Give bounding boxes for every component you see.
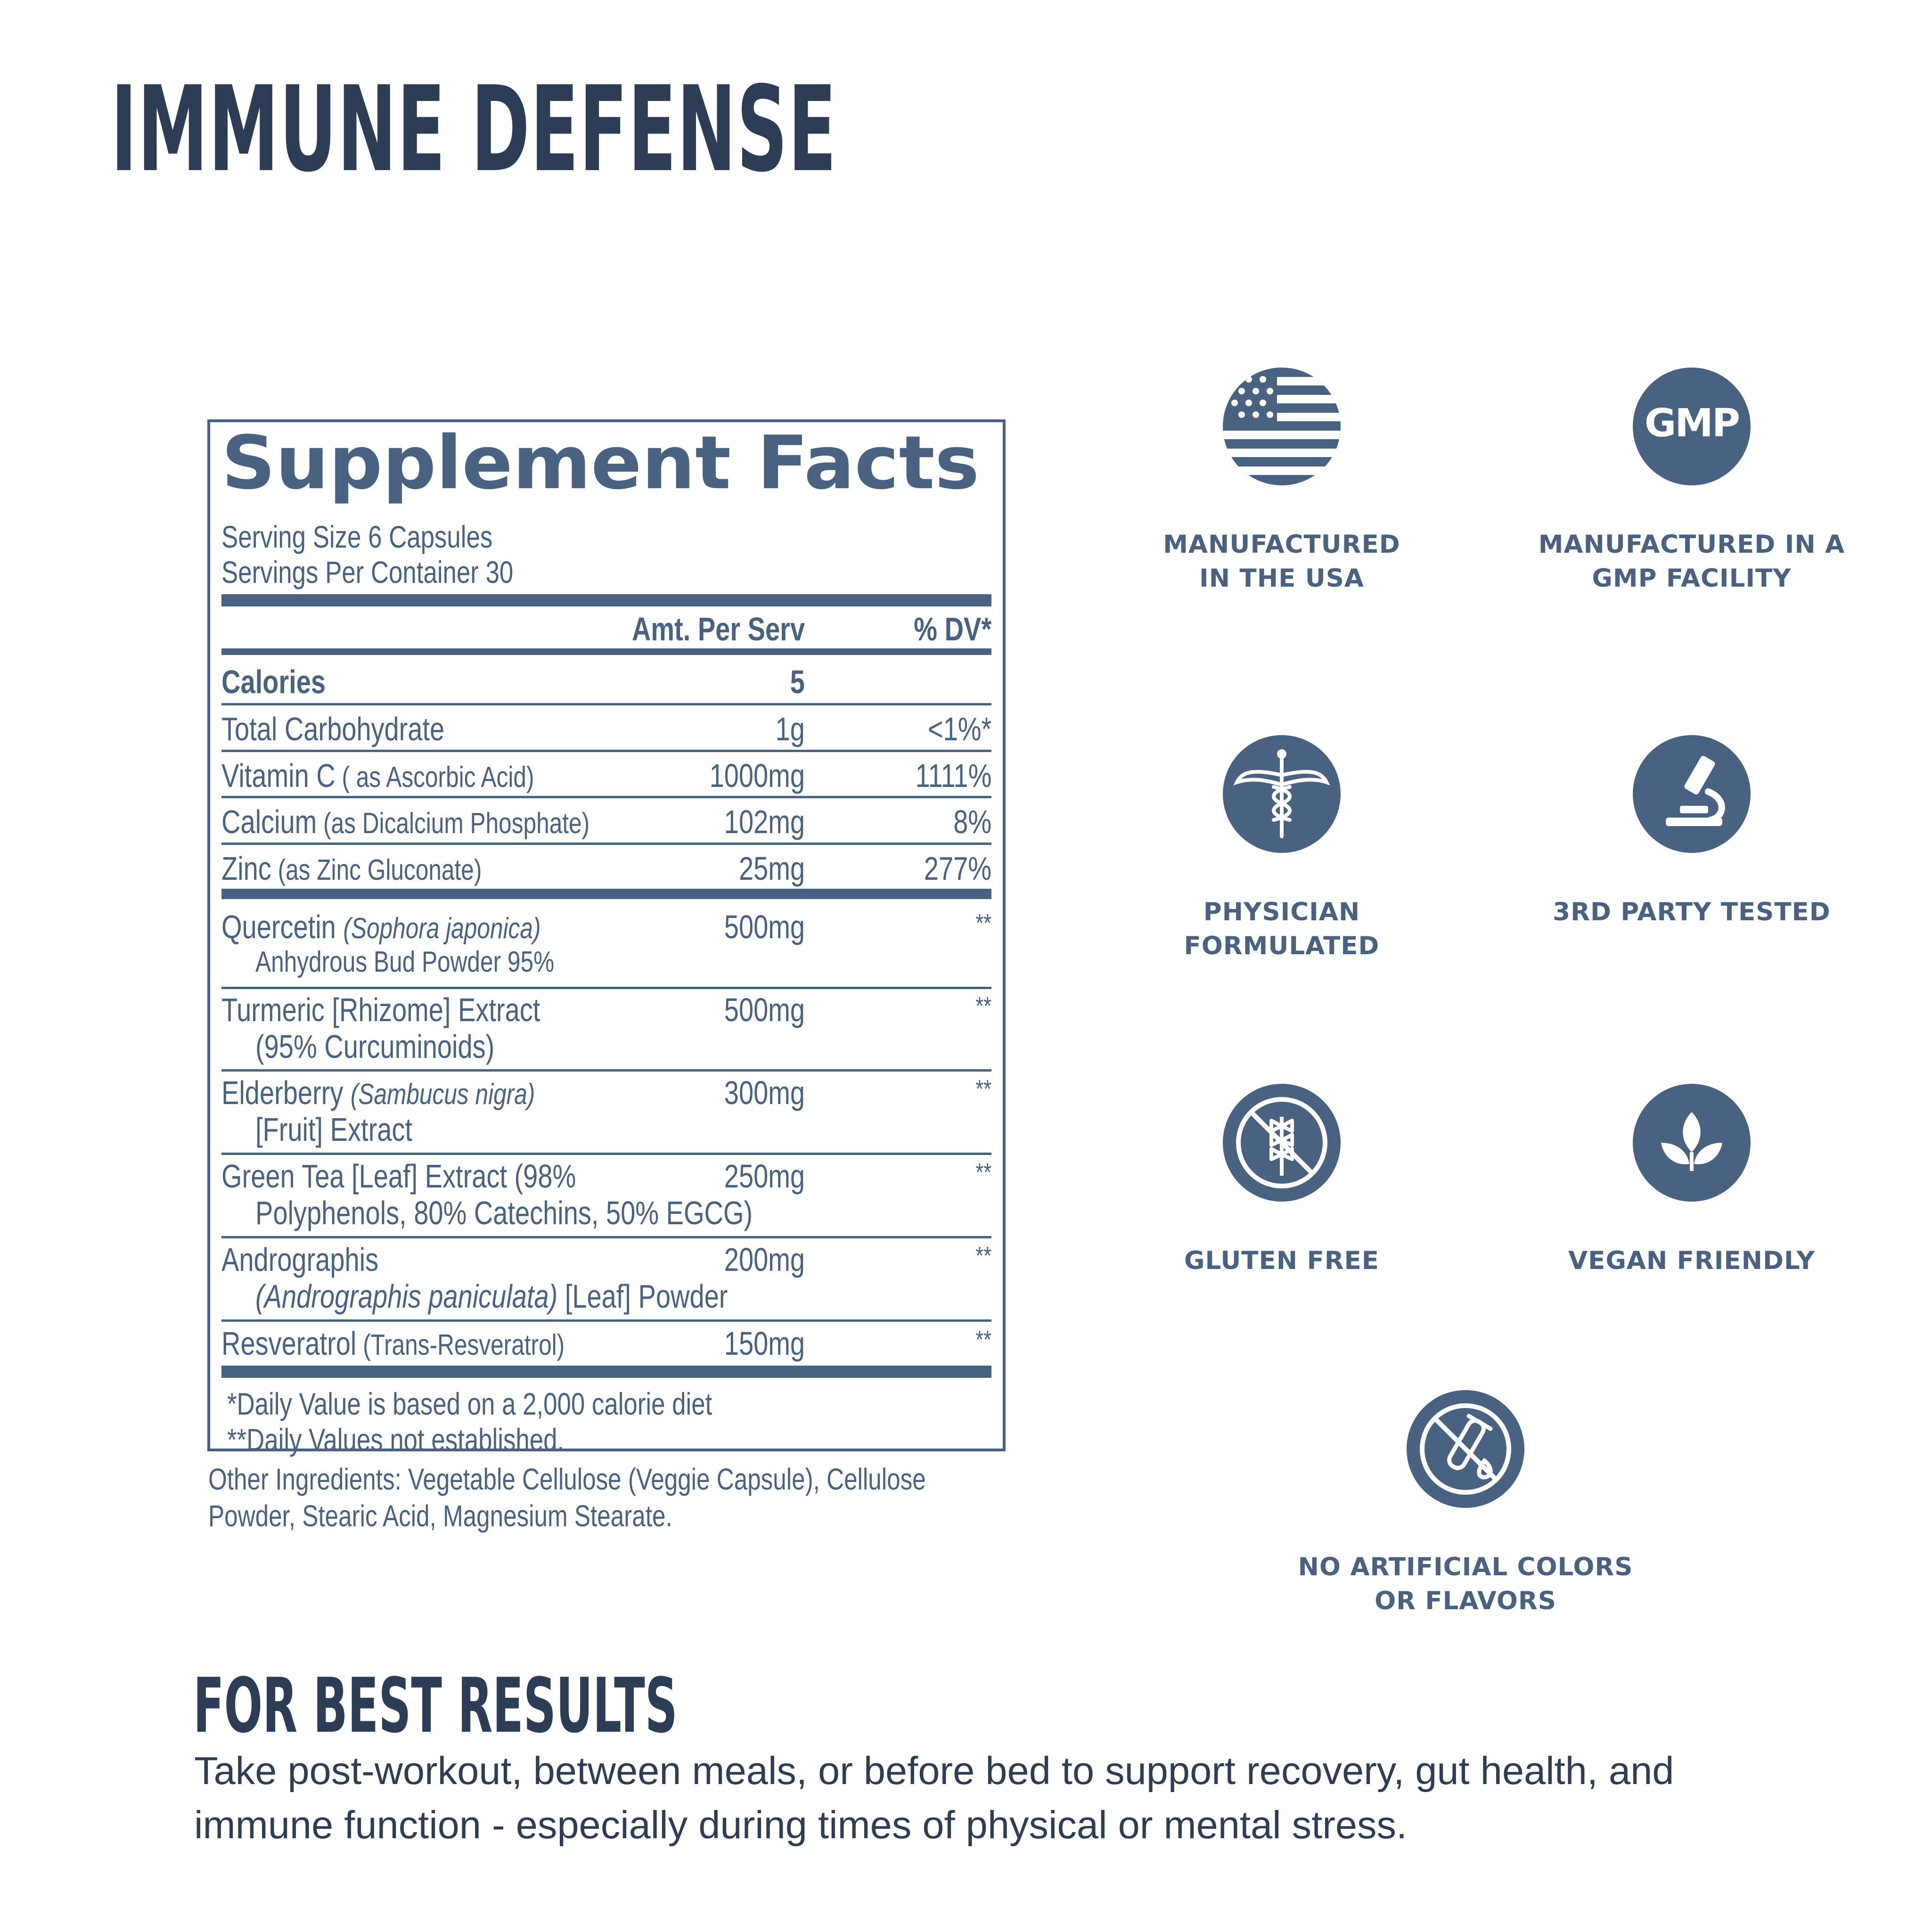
- gmp-icon: GMP: [1633, 368, 1751, 485]
- badge-label: VEGAN FRIENDLY: [1568, 1246, 1815, 1275]
- nutrient-amount: 5: [790, 663, 805, 700]
- nutrient-dv: <1%*: [927, 711, 991, 747]
- badge-label: NO ARTIFICIAL COLORS OR FLAVORS: [1298, 1553, 1633, 1615]
- botanical-amount: 150mg: [724, 1325, 805, 1362]
- botanical-name: Turmeric [Rhizome] Extract: [221, 991, 540, 1028]
- row-divider: [221, 703, 991, 705]
- botanical-detail: (95% Curcuminoids): [255, 1028, 495, 1065]
- badge-label: MANUFACTURED IN THE USA: [1163, 530, 1400, 593]
- botanical-dv: **: [975, 1075, 991, 1103]
- badge-no-artificial: NO ARTIFICIAL COLORS OR FLAVORS: [1253, 1390, 1678, 1618]
- row-divider: [221, 843, 991, 845]
- no-wheat-icon: [1223, 1084, 1341, 1202]
- supplement-facts-panel: Supplement Facts Serving Size 6 Capsules…: [207, 419, 1006, 1455]
- botanical-detail: Anhydrous Bud Powder 95%: [255, 946, 555, 978]
- amount-column-header: Amt. Per Serv: [631, 611, 805, 647]
- badge-made-in-usa: MANUFACTURED IN THE USA: [1070, 368, 1494, 596]
- page-title: IMMUNE DEFENSE: [111, 61, 837, 198]
- footnote-daily-value: *Daily Value is based on a 2,000 calorie…: [227, 1386, 712, 1421]
- badge-gluten-free: GLUTEN FREE: [1070, 1084, 1494, 1278]
- dv-column-header: % DV*: [914, 611, 991, 647]
- botanical-detail: [Fruit] Extract: [255, 1111, 412, 1148]
- botanical-amount: 200mg: [724, 1241, 805, 1278]
- section-rule: [221, 889, 991, 899]
- botanical-amount: 500mg: [724, 991, 805, 1028]
- botanical-latin: (Sambucus nigra): [350, 1078, 535, 1111]
- botanical-latin: (Sophora japonica): [343, 912, 541, 945]
- botanical-name: Elderberry: [221, 1074, 351, 1111]
- botanical-amount: 500mg: [724, 909, 805, 945]
- servings-per-container: Servings Per Container 30: [221, 555, 514, 589]
- nutrient-name: Zinc: [221, 850, 271, 887]
- row-divider: [221, 1319, 991, 1322]
- serving-size: Serving Size 6 Capsules: [221, 519, 493, 554]
- best-results-text: Take post-workout, between meals, or bef…: [194, 1744, 1796, 1852]
- botanical-detail: (Trans-Resveratrol): [356, 1329, 565, 1361]
- other-ingredients-line2: Powder, Stearic Acid, Magnesium Stearate…: [208, 1499, 672, 1533]
- thick-rule: [221, 1366, 991, 1378]
- row-divider: [221, 1236, 991, 1238]
- nutrient-dv: 277%: [924, 850, 991, 887]
- row-divider: [221, 796, 991, 798]
- microscope-icon: [1633, 735, 1751, 853]
- nutrient-name: Vitamin C: [221, 757, 336, 794]
- nutrient-source: (as Dicalcium Phosphate): [317, 807, 590, 840]
- row-divider: [221, 987, 991, 989]
- botanical-dv: **: [975, 992, 991, 1020]
- row-divider: [221, 1153, 991, 1155]
- no-test-tube-icon: [1407, 1390, 1524, 1508]
- botanical-dv: **: [975, 1242, 991, 1270]
- badge-label: GLUTEN FREE: [1184, 1246, 1379, 1275]
- nutrient-name: Calcium: [221, 803, 317, 840]
- badge-label: MANUFACTURED IN A GMP FACILITY: [1538, 530, 1845, 593]
- botanical-dv: **: [975, 1158, 991, 1187]
- other-ingredients-line1: Other Ingredients: Vegetable Cellulose (…: [208, 1462, 926, 1496]
- nutrient-source: (as Zinc Gluconate): [271, 854, 482, 886]
- botanical-detail: [Leaf] Powder: [557, 1278, 728, 1315]
- botanical-name: Green Tea [Leaf] Extract (98%: [221, 1158, 576, 1195]
- best-results-title: FOR BEST RESULTS: [193, 1662, 678, 1750]
- nutrient-name: Calories: [221, 663, 326, 700]
- botanical-name: Quercetin: [221, 909, 344, 945]
- botanical-dv: **: [975, 1326, 991, 1354]
- row-divider: [221, 1069, 991, 1072]
- mid-rule: [221, 648, 991, 655]
- botanical-latin: (Andrographis paniculata): [255, 1278, 558, 1315]
- badge-vegan-friendly: VEGAN FRIENDLY: [1480, 1084, 1904, 1278]
- thick-rule: [221, 594, 991, 606]
- nutrient-amount: 1g: [775, 711, 805, 747]
- nutrient-amount: 25mg: [738, 850, 805, 887]
- row-divider: [221, 750, 991, 752]
- caduceus-icon: [1223, 735, 1341, 853]
- footnote-not-established: **Daily Values not established.: [227, 1422, 565, 1457]
- nutrient-dv: 1111%: [915, 757, 991, 794]
- botanical-amount: 250mg: [724, 1158, 805, 1195]
- nutrient-dv: 8%: [953, 803, 991, 840]
- supplement-facts-heading: Supplement Facts: [221, 420, 980, 506]
- badge-label: PHYSICIAN FORMULATED: [1184, 898, 1380, 960]
- botanical-name: Resveratrol: [221, 1325, 357, 1362]
- nutrient-amount: 102mg: [724, 803, 805, 840]
- other-ingredients: Other Ingredients: Vegetable Cellulose (…: [208, 1461, 1056, 1534]
- best-results-line1: Take post-workout, between meals, or bef…: [194, 1749, 1674, 1793]
- botanical-detail: Polyphenols, 80% Catechins, 50% EGCG): [255, 1195, 753, 1231]
- nutrient-name: Total Carbohydrate: [221, 711, 445, 747]
- badge-physician-formulated: PHYSICIAN FORMULATED: [1070, 735, 1494, 963]
- best-results-line2: immune function - especially during time…: [194, 1803, 1408, 1847]
- badge-label: 3RD PARTY TESTED: [1553, 898, 1831, 926]
- botanical-amount: 300mg: [724, 1074, 805, 1111]
- badge-gmp-facility: GMP MANUFACTURED IN A GMP FACILITY: [1480, 368, 1904, 596]
- nutrient-source: ( as Ascorbic Acid): [335, 761, 534, 794]
- usa-flag-icon: [1223, 368, 1341, 485]
- nutrient-amount: 1000mg: [709, 757, 805, 794]
- badge-third-party-tested: 3RD PARTY TESTED: [1480, 735, 1904, 929]
- leaf-icon: [1633, 1084, 1751, 1202]
- botanical-name: Andrographis: [221, 1241, 379, 1278]
- botanical-dv: **: [975, 909, 991, 937]
